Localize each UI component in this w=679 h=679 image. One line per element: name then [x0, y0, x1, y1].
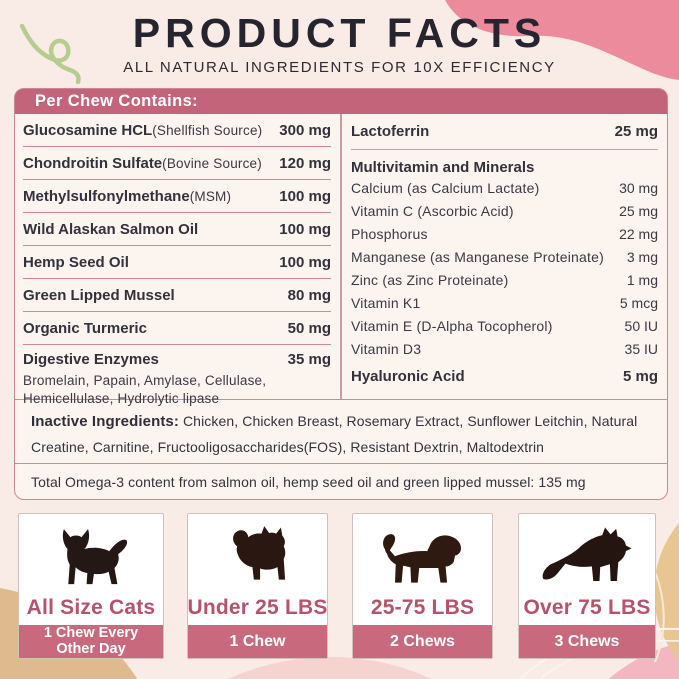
- facts-panel: Per Chew Contains: Glucosamine HCL(Shell…: [14, 88, 668, 500]
- vitamin-value: 35 IU: [624, 340, 658, 357]
- dosage-amount: 3 Chews: [519, 625, 655, 658]
- ingredient-row-digestive: Digestive Enzymes 35 mg Bromelain, Papai…: [23, 345, 331, 408]
- ingredient-name: Hemp Seed Oil: [23, 253, 129, 271]
- dosage-card-cats: All Size Cats 1 Chew Every Other Day: [18, 513, 164, 659]
- ingredients-left-column: Glucosamine HCL(Shellfish Source) 300 mg…: [15, 114, 340, 406]
- ingredient-row: Methylsulfonylmethane(MSM) 100 mg: [23, 180, 331, 213]
- dosage-card-25-75lbs: 25-75 LBS 2 Chews: [352, 513, 493, 659]
- dosage-card-title: Under 25 LBS: [187, 595, 328, 619]
- ingredient-name: Hyaluronic Acid: [351, 368, 465, 385]
- ingredient-row: Chondroitin Sulfate(Bovine Source) 120 m…: [23, 147, 331, 180]
- vitamin-row: Vitamin D3 35 IU: [351, 337, 658, 360]
- ingredient-row: Hyaluronic Acid 5 mg: [351, 368, 658, 385]
- page-subtitle: ALL NATURAL INGREDIENTS FOR 10X EFFICIEN…: [123, 59, 556, 76]
- inactive-ingredients-label: Inactive Ingredients:: [31, 413, 179, 430]
- vitamin-row: Phosphorus 22 mg: [351, 222, 658, 245]
- small-dog-silhouette-icon: [232, 526, 285, 580]
- ingredient-value: 80 mg: [287, 286, 331, 304]
- ingredient-note: (MSM): [189, 188, 232, 204]
- ingredient-value: 300 mg: [279, 121, 331, 139]
- page-title: PRODUCT FACTS: [132, 10, 547, 56]
- panel-header: Per Chew Contains:: [15, 89, 667, 114]
- dosage-card-under-25lbs: Under 25 LBS 1 Chew: [187, 513, 328, 659]
- ingredient-value: 100 mg: [279, 187, 331, 205]
- ingredient-value: 35 mg: [287, 351, 331, 368]
- digestive-enzymes-list: Bromelain, Papain, Amylase, Cellulase, H…: [23, 373, 267, 407]
- ingredient-value: 5 mg: [622, 368, 658, 385]
- top-right-blob: [445, 0, 679, 80]
- ingredient-value: 50 mg: [287, 319, 331, 337]
- ingredient-value: 100 mg: [279, 253, 331, 271]
- ingredient-name: Lactoferrin: [351, 123, 430, 140]
- vitamin-name: Vitamin E (D-Alpha Tocopherol): [351, 317, 553, 334]
- green-squiggle-icon: [19, 23, 81, 85]
- vitamin-name: Calcium (as Calcium Lactate): [351, 179, 540, 196]
- column-divider: [340, 114, 342, 399]
- vitamin-value: 50 IU: [624, 317, 658, 334]
- ingredient-value: 120 mg: [279, 154, 331, 172]
- vitamin-row: Vitamin E (D-Alpha Tocopherol) 50 IU: [351, 314, 658, 337]
- dosage-card-title: Over 75 LBS: [523, 595, 651, 619]
- cat-silhouette-icon: [62, 529, 128, 585]
- dosage-amount: 1 Chew Every Other Day: [19, 625, 163, 658]
- vitamin-value: 22 mg: [619, 225, 658, 242]
- ingredient-name: Glucosamine HCL: [23, 121, 153, 139]
- dosage-card-over-75lbs: Over 75 LBS 3 Chews: [518, 513, 656, 659]
- vitamin-name: Manganese (as Manganese Proteinate): [351, 248, 604, 265]
- dosage-card-title: All Size Cats: [26, 595, 156, 619]
- vitamin-name: Vitamin C (Ascorbic Acid): [351, 202, 514, 219]
- multivitamin-group-header: Multivitamin and Minerals: [351, 159, 535, 176]
- ingredient-row: Glucosamine HCL(Shellfish Source) 300 mg: [23, 114, 331, 147]
- vitamin-row: Manganese (as Manganese Proteinate) 3 mg: [351, 245, 658, 268]
- ingredient-note: (Shellfish Source): [152, 122, 263, 138]
- vitamin-row: Vitamin C (Ascorbic Acid) 25 mg: [351, 199, 658, 222]
- vitamin-name: Phosphorus: [351, 225, 428, 242]
- vitamin-value: 3 mg: [626, 248, 658, 265]
- ingredient-name: Green Lipped Mussel: [23, 286, 175, 304]
- inactive-ingredients-text: Chicken, Chicken Breast, Rosemary Extrac…: [31, 413, 638, 456]
- ingredient-name: Chondroitin Sulfate: [23, 154, 163, 172]
- inactive-ingredients: Inactive Ingredients: Chicken, Chicken B…: [15, 399, 667, 463]
- vitamin-value: 25 mg: [619, 202, 658, 219]
- ingredient-value: 100 mg: [279, 220, 331, 238]
- ingredient-name: Wild Alaskan Salmon Oil: [23, 220, 199, 238]
- vitamin-row: Calcium (as Calcium Lactate) 30 mg: [351, 176, 658, 199]
- ingredient-row: Organic Turmeric 50 mg: [23, 312, 331, 345]
- ingredients-table: Glucosamine HCL(Shellfish Source) 300 mg…: [15, 114, 667, 406]
- large-dog-silhouette-icon: [542, 527, 632, 581]
- vitamin-row: Zinc (as Zinc Proteinate) 1 mg: [351, 268, 658, 291]
- ingredient-row: Lactoferrin 25 mg: [351, 114, 658, 150]
- header: PRODUCT FACTS ALL NATURAL INGREDIENTS FO…: [0, 0, 679, 76]
- vitamin-name: Vitamin D3: [351, 340, 422, 357]
- vitamin-value: 1 mg: [626, 271, 658, 288]
- ingredient-name: Organic Turmeric: [23, 319, 147, 337]
- ingredient-name: Methylsulfonylmethane: [23, 187, 190, 205]
- ingredients-right-column: Lactoferrin 25 mg Multivitamin and Miner…: [340, 114, 667, 399]
- dosage-amount: 2 Chews: [353, 625, 492, 658]
- dosage-card-title: 25-75 LBS: [370, 595, 475, 619]
- vitamin-name: Zinc (as Zinc Proteinate): [351, 271, 509, 288]
- medium-dog-silhouette-icon: [383, 534, 461, 583]
- ingredient-row: Wild Alaskan Salmon Oil 100 mg: [23, 213, 331, 246]
- vitamin-row: Vitamin K1 5 mcg: [351, 291, 658, 314]
- omega3-note: Total Omega-3 content from salmon oil, h…: [15, 463, 667, 500]
- tan-arc-line: [651, 564, 665, 663]
- ingredient-name: Digestive Enzymes: [23, 351, 159, 368]
- bottom-right-tan-circle: [654, 522, 679, 662]
- ingredient-value: 25 mg: [614, 123, 658, 140]
- ingredient-row: Green Lipped Mussel 80 mg: [23, 279, 331, 312]
- ingredient-row: Hemp Seed Oil 100 mg: [23, 246, 331, 279]
- bottom-right-pink-circle: [608, 643, 679, 679]
- vitamin-value: 5 mcg: [619, 294, 658, 311]
- dosage-amount: 1 Chew: [188, 625, 327, 658]
- bottom-center-light-circle: [227, 657, 433, 679]
- vitamin-name: Vitamin K1: [351, 294, 421, 311]
- ingredient-note: (Bovine Source): [162, 155, 262, 171]
- vitamin-value: 30 mg: [619, 179, 658, 196]
